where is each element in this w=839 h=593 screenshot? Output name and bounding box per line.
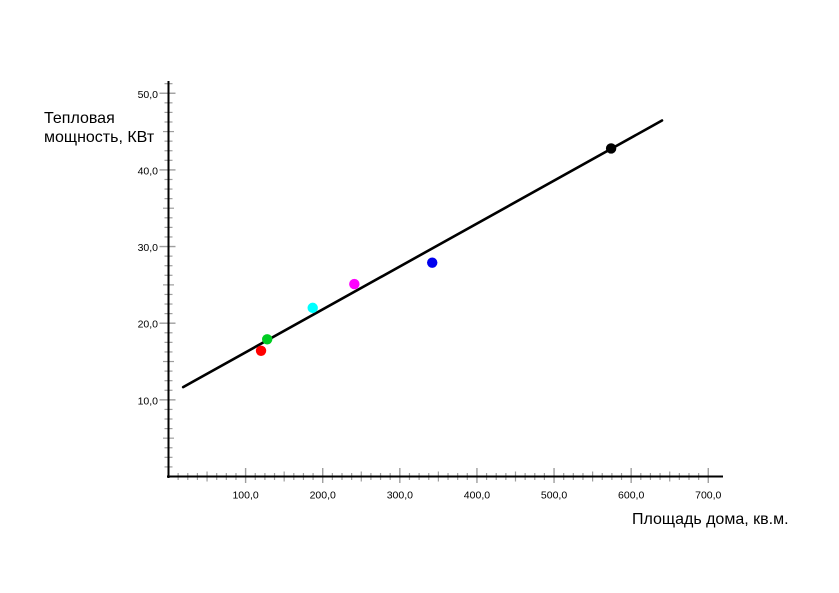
x-tick-label: 700,0	[695, 490, 721, 502]
x-tick-label: 200,0	[310, 490, 336, 502]
y-axis-title-line1: Тепловая	[44, 110, 115, 127]
y-tick-label: 20,0	[138, 319, 159, 331]
x-tick-label: 600,0	[618, 490, 644, 502]
y-axis-title: Тепловая мощность, КВт	[44, 110, 154, 147]
y-tick-label: 50,0	[138, 89, 159, 101]
y-tick-label: 30,0	[138, 242, 159, 254]
x-tick-label: 100,0	[232, 490, 258, 502]
x-tick-label: 500,0	[541, 490, 567, 502]
data-point-green	[262, 334, 273, 345]
y-tick-label: 40,0	[138, 165, 159, 177]
x-tick-label: 300,0	[387, 490, 413, 502]
data-point-black	[605, 143, 617, 154]
y-tick-label: 10,0	[138, 395, 159, 407]
x-tick-label: 400,0	[464, 490, 490, 502]
data-point-magenta	[349, 278, 360, 290]
x-axis-title: Площадь дома, кв.м.	[632, 511, 789, 528]
y-axis-title-line2: мощность, КВт	[44, 128, 155, 146]
data-point-cyan	[307, 302, 318, 314]
data-point-red	[255, 345, 267, 356]
data-point-blue	[427, 257, 438, 268]
trend-line	[181, 119, 664, 389]
